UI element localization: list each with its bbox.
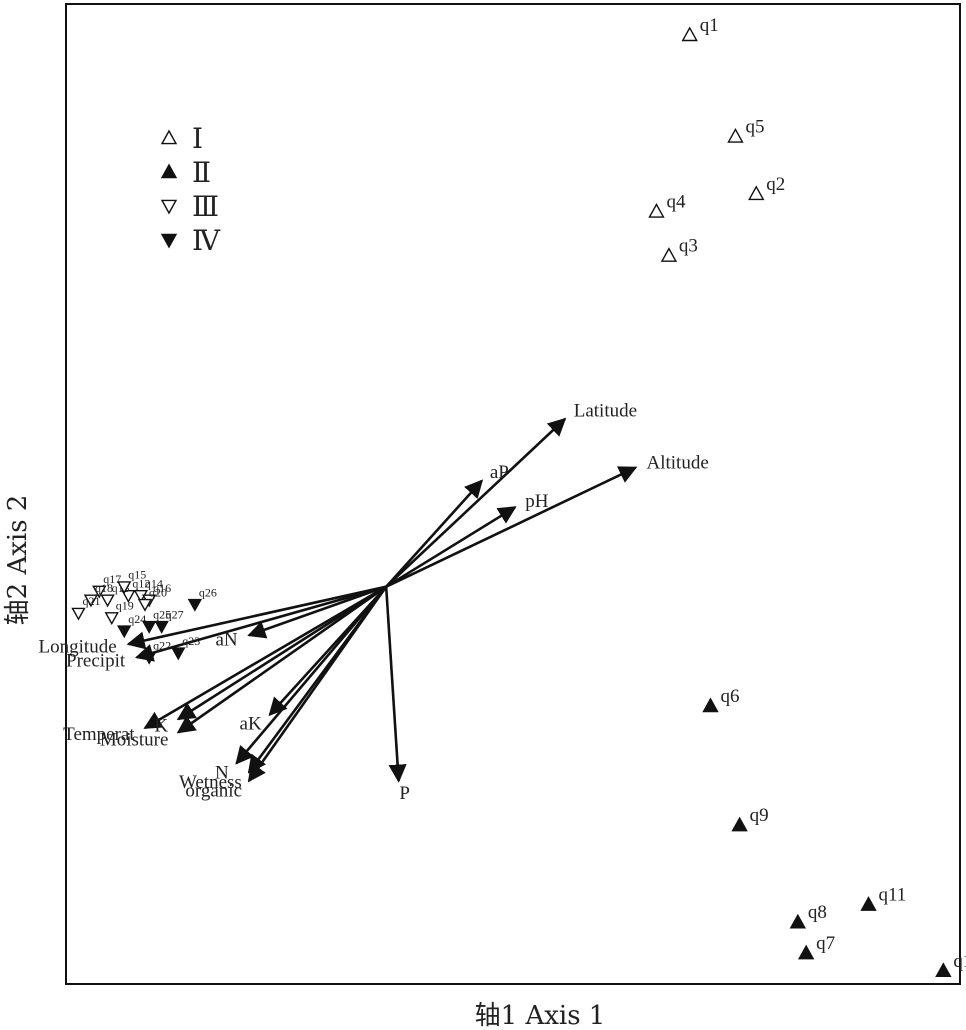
site-label: q20 bbox=[149, 585, 167, 599]
site-label: q2 bbox=[766, 174, 785, 195]
vector-label: Temperat bbox=[63, 724, 135, 745]
site-label: q12 bbox=[132, 577, 150, 591]
vector-label: Longitude bbox=[39, 637, 117, 658]
legend-marker bbox=[160, 163, 178, 179]
vector-arrow bbox=[235, 585, 388, 765]
site-label: q15 bbox=[128, 568, 146, 582]
vector-label: Latitude bbox=[574, 401, 637, 422]
vector-label: N bbox=[215, 762, 229, 783]
site-marker bbox=[154, 620, 169, 634]
site-label: q1 bbox=[700, 15, 719, 36]
site-label: q14 bbox=[145, 577, 163, 591]
site-marker bbox=[137, 598, 153, 612]
vector-arrow bbox=[134, 585, 387, 662]
vector-label: pH bbox=[525, 491, 549, 512]
site-label: q5 bbox=[745, 116, 764, 137]
vector-label: organic bbox=[185, 781, 242, 802]
legend-label: Ⅰ bbox=[192, 124, 203, 155]
vector-arrow bbox=[126, 585, 387, 650]
vector-label: Moisture bbox=[100, 729, 169, 750]
site-label: q21 bbox=[82, 594, 100, 608]
x-axis-title: 轴1 Axis 1 bbox=[475, 1001, 606, 1030]
vector-label: Wetness bbox=[179, 772, 242, 793]
site-label: q4 bbox=[666, 191, 686, 212]
site-label: q17 bbox=[103, 572, 121, 586]
site-marker bbox=[171, 647, 186, 661]
site-marker bbox=[104, 612, 119, 626]
site-label: q22 bbox=[153, 638, 171, 652]
legend-marker bbox=[160, 233, 178, 249]
site-marker bbox=[92, 585, 107, 599]
site-label: q26 bbox=[199, 585, 217, 599]
site-marker bbox=[731, 816, 748, 832]
site-label: q25 bbox=[153, 607, 171, 621]
site-marker bbox=[100, 594, 115, 608]
vector-arrow bbox=[247, 585, 387, 639]
plot-frame bbox=[65, 3, 961, 985]
site-label: q24 bbox=[128, 612, 146, 626]
legend-marker bbox=[160, 199, 178, 215]
site-marker bbox=[727, 127, 744, 143]
site-label: q10 bbox=[953, 951, 966, 972]
site-marker bbox=[121, 590, 136, 603]
site-marker bbox=[748, 185, 765, 201]
site-marker bbox=[141, 651, 157, 665]
vector-arrow bbox=[247, 585, 388, 783]
vector-label: aK bbox=[240, 714, 262, 735]
vector-arrow bbox=[176, 585, 387, 721]
site-label: q3 bbox=[679, 236, 698, 257]
vector-arrow bbox=[384, 586, 407, 783]
site-marker bbox=[117, 625, 132, 639]
site-label: q9 bbox=[750, 805, 769, 826]
site-marker bbox=[141, 620, 157, 634]
vector-label: Precipit bbox=[66, 651, 126, 672]
site-label: q27 bbox=[166, 607, 184, 621]
y-axis-title: 轴2 Axis 2 bbox=[3, 495, 33, 626]
site-label: q7 bbox=[816, 933, 835, 954]
site-label: q19 bbox=[116, 599, 134, 613]
site-marker bbox=[935, 962, 952, 978]
vector-label: K bbox=[154, 716, 168, 737]
site-label: q23 bbox=[182, 634, 200, 648]
site-marker bbox=[660, 247, 678, 262]
site-marker bbox=[117, 581, 132, 595]
legend-label: Ⅳ bbox=[192, 226, 221, 257]
site-marker bbox=[789, 913, 807, 929]
site-label: q11 bbox=[879, 885, 907, 906]
site-marker bbox=[702, 697, 719, 713]
vector-arrow bbox=[176, 585, 387, 734]
vector-arrow bbox=[385, 466, 638, 588]
site-label: q18 bbox=[95, 581, 113, 595]
site-marker bbox=[187, 598, 203, 612]
site-marker bbox=[797, 944, 815, 960]
vector-label: aP bbox=[490, 462, 509, 483]
site-marker bbox=[860, 896, 877, 911]
vector-label: aN bbox=[215, 629, 237, 650]
vector-label: P bbox=[399, 783, 410, 804]
vector-arrow bbox=[385, 417, 567, 588]
legend-label: Ⅲ bbox=[192, 192, 219, 223]
legend-marker bbox=[160, 129, 178, 145]
vector-label: Altitude bbox=[646, 452, 708, 473]
site-marker bbox=[681, 26, 698, 42]
site-label: q8 bbox=[808, 902, 827, 923]
vector-arrow bbox=[385, 479, 484, 588]
site-marker bbox=[648, 203, 665, 218]
site-label: q16 bbox=[153, 581, 171, 595]
vector-arrow bbox=[385, 506, 517, 588]
site-marker bbox=[71, 607, 86, 621]
legend-label: Ⅱ bbox=[192, 158, 211, 189]
site-markers: q1q2q3q4q5q6q7q8q9q10q11q12q13q14q15q16q… bbox=[71, 15, 966, 978]
site-marker bbox=[83, 594, 99, 608]
site-label: q6 bbox=[721, 686, 740, 707]
